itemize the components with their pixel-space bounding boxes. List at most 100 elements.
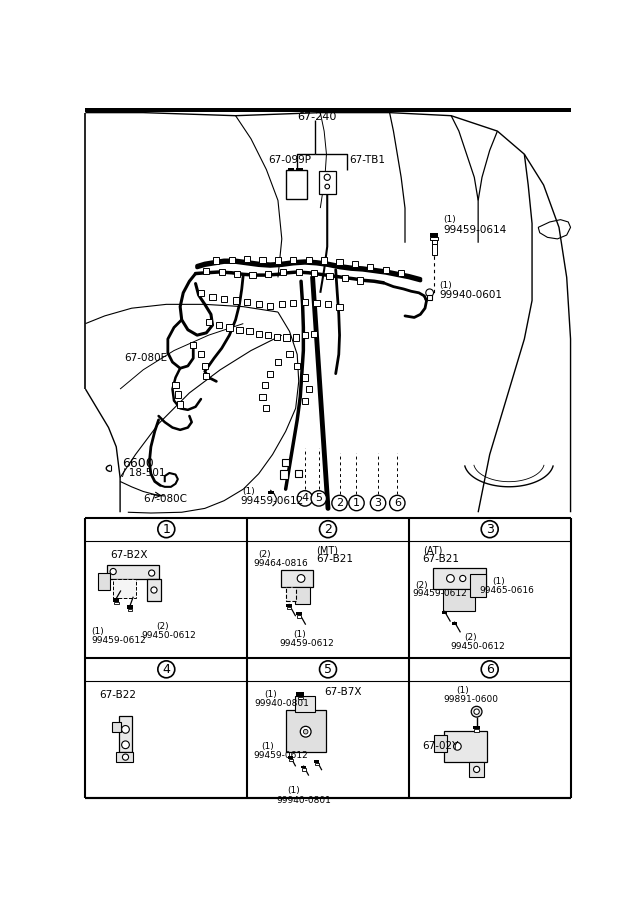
Bar: [357, 277, 364, 284]
Bar: [296, 269, 302, 275]
Circle shape: [371, 495, 386, 510]
Text: 67-TB1: 67-TB1: [349, 155, 385, 165]
Circle shape: [426, 289, 433, 297]
Circle shape: [148, 570, 155, 576]
Bar: [288, 168, 294, 171]
Bar: [292, 335, 299, 340]
Circle shape: [474, 767, 480, 772]
Circle shape: [297, 491, 312, 506]
Bar: [285, 710, 326, 752]
Text: (1): (1): [293, 630, 306, 639]
Bar: [221, 296, 227, 302]
Bar: [113, 580, 136, 598]
Text: 2: 2: [336, 498, 343, 508]
Text: 99450-0612: 99450-0612: [141, 631, 196, 640]
Circle shape: [300, 726, 311, 737]
Bar: [306, 386, 312, 392]
Bar: [306, 256, 312, 263]
Bar: [428, 295, 432, 300]
Text: 67-B21: 67-B21: [422, 554, 460, 564]
Bar: [202, 363, 208, 369]
Circle shape: [122, 754, 129, 760]
Text: (2): (2): [259, 550, 271, 559]
Text: 99891-0600: 99891-0600: [444, 695, 499, 704]
Bar: [147, 580, 161, 601]
Bar: [291, 256, 296, 263]
Bar: [367, 265, 373, 271]
Bar: [295, 697, 315, 712]
Bar: [280, 269, 287, 275]
Circle shape: [325, 184, 330, 189]
Bar: [177, 401, 183, 408]
Bar: [296, 612, 302, 616]
Bar: [255, 302, 262, 308]
Text: 5: 5: [316, 493, 323, 503]
Bar: [244, 256, 250, 262]
Bar: [287, 604, 292, 607]
Bar: [342, 275, 348, 281]
Text: / 18-501: / 18-501: [122, 468, 165, 478]
Text: 4: 4: [301, 493, 308, 503]
Bar: [285, 587, 296, 601]
Bar: [204, 268, 209, 274]
Bar: [281, 570, 314, 587]
Bar: [246, 328, 253, 335]
Bar: [470, 574, 486, 597]
Text: 3: 3: [374, 498, 381, 508]
Circle shape: [158, 521, 175, 537]
Bar: [432, 244, 436, 255]
Circle shape: [151, 587, 157, 593]
Bar: [297, 616, 301, 617]
Bar: [119, 716, 132, 752]
Bar: [287, 351, 292, 357]
Bar: [113, 598, 119, 601]
Bar: [352, 261, 358, 267]
Bar: [114, 601, 118, 604]
Bar: [262, 382, 268, 388]
Circle shape: [158, 661, 175, 678]
Bar: [280, 470, 288, 479]
Bar: [198, 290, 204, 296]
Bar: [432, 240, 436, 244]
Bar: [295, 471, 302, 477]
Bar: [204, 373, 209, 379]
Bar: [111, 722, 121, 733]
Circle shape: [319, 521, 337, 537]
Bar: [274, 334, 280, 340]
Text: 99465-0616: 99465-0616: [480, 586, 534, 595]
Bar: [285, 169, 307, 199]
Circle shape: [454, 742, 461, 751]
Bar: [279, 302, 285, 308]
Bar: [291, 300, 296, 306]
Text: (2): (2): [156, 623, 169, 632]
Circle shape: [481, 521, 498, 537]
Bar: [443, 590, 475, 611]
Bar: [227, 324, 232, 330]
Bar: [469, 761, 484, 777]
Text: (AT): (AT): [422, 545, 442, 555]
Text: 99940-0801: 99940-0801: [276, 796, 332, 805]
Text: (1): (1): [439, 281, 452, 290]
Text: (1): (1): [261, 742, 274, 751]
Text: 4: 4: [163, 662, 170, 676]
Text: 2: 2: [324, 523, 332, 536]
Bar: [190, 342, 196, 348]
Bar: [259, 393, 266, 400]
Bar: [295, 587, 310, 604]
Text: 67-B2X: 67-B2X: [110, 550, 148, 560]
Text: 99459-0612: 99459-0612: [253, 752, 308, 760]
Bar: [452, 622, 458, 625]
Circle shape: [471, 706, 482, 717]
Text: 67-02Y: 67-02Y: [422, 742, 459, 751]
Text: 99459-0614: 99459-0614: [444, 225, 507, 235]
Text: (2): (2): [464, 634, 477, 643]
Text: 99459-0612: 99459-0612: [280, 639, 334, 648]
Circle shape: [460, 575, 466, 581]
Bar: [275, 359, 281, 365]
Text: (MT): (MT): [316, 545, 339, 555]
Text: 67-B21: 67-B21: [316, 554, 353, 564]
Bar: [107, 565, 159, 580]
Text: 99459-0612: 99459-0612: [240, 496, 303, 506]
Text: 99940-0801: 99940-0801: [255, 699, 310, 708]
Bar: [228, 256, 235, 263]
